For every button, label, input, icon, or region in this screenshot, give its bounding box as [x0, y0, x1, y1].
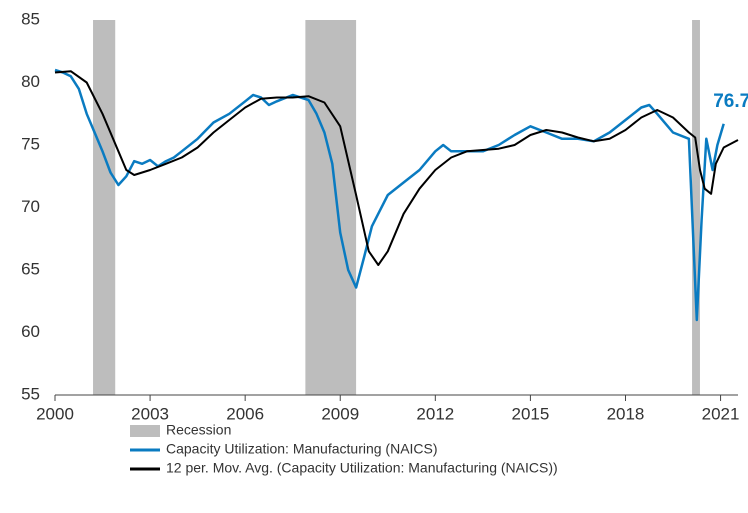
y-tick-label: 70	[21, 197, 40, 216]
x-tick-label: 2006	[226, 404, 264, 423]
x-tick-label: 2018	[607, 404, 645, 423]
x-tick-label: 2012	[416, 404, 454, 423]
y-tick-label: 60	[21, 322, 40, 341]
legend-label: Capacity Utilization: Manufacturing (NAI…	[166, 441, 438, 457]
y-tick-label: 65	[21, 259, 40, 278]
y-tick-label: 80	[21, 72, 40, 91]
legend-label: Recession	[166, 422, 231, 438]
legend-swatch	[130, 425, 160, 437]
recession-band	[93, 20, 116, 395]
series-line	[54, 70, 739, 266]
y-tick-label: 55	[21, 384, 40, 403]
x-tick-label: 2015	[511, 404, 549, 423]
x-tick-label: 2009	[321, 404, 359, 423]
recession-band	[692, 20, 700, 395]
y-tick-label: 75	[21, 134, 40, 153]
series-line	[54, 68, 725, 322]
recession-band	[305, 20, 357, 395]
x-tick-label: 2000	[36, 404, 74, 423]
x-tick-label: 2021	[702, 404, 740, 423]
x-tick-label: 2003	[131, 404, 169, 423]
y-tick-label: 85	[21, 9, 40, 28]
data-label: 76.7	[713, 91, 748, 112]
legend-label: 12 per. Mov. Avg. (Capacity Utilization:…	[166, 460, 558, 476]
